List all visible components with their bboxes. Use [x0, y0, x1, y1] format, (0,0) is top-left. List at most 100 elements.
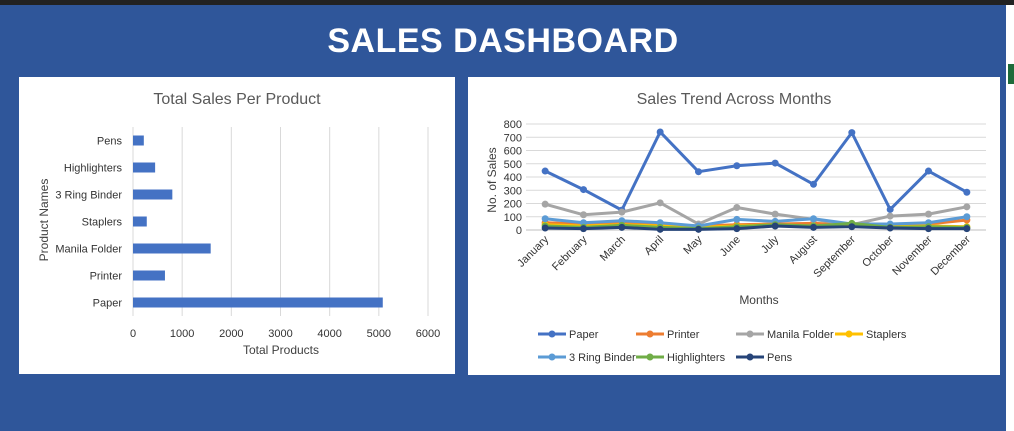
series-line-manila-folder[interactable] — [544, 201, 968, 227]
legend-item-staplers[interactable]: Staplers — [835, 329, 907, 341]
series-line-paper[interactable] — [544, 130, 968, 212]
series-point[interactable] — [810, 180, 817, 188]
line-chart: Sales Trend Across Months No. of Sales M… — [485, 91, 986, 364]
bar-3-ring-binder[interactable] — [133, 189, 173, 200]
bar-category-label: Pens — [97, 136, 123, 148]
series-point[interactable] — [810, 223, 817, 231]
line-y-tick-label: 700 — [504, 132, 522, 144]
series-point[interactable] — [580, 225, 587, 233]
bar-x-tick-label: 6000 — [416, 328, 440, 340]
line-y-tick-label: 600 — [504, 146, 522, 158]
line-x-tick-label: February — [550, 233, 590, 273]
legend-marker — [845, 330, 853, 338]
bar-pens[interactable] — [133, 135, 144, 146]
legend-item-pens[interactable]: Pens — [736, 352, 793, 364]
legend-marker — [746, 330, 754, 338]
series-point[interactable] — [886, 224, 894, 232]
legend-label: Highlighters — [667, 352, 726, 364]
line-x-tick-label: September — [811, 233, 858, 280]
series-point[interactable] — [695, 225, 702, 233]
bar-chart-panel[interactable]: Total Sales Per Product Product Names To… — [19, 77, 455, 374]
series-point[interactable] — [848, 223, 856, 231]
bar-highlighters[interactable] — [133, 162, 156, 173]
series-point[interactable] — [656, 128, 664, 136]
bar-printer[interactable] — [133, 270, 165, 281]
series-point[interactable] — [580, 186, 587, 194]
legend-item-manila-folder[interactable]: Manila Folder — [736, 329, 834, 341]
bar-manila-folder[interactable] — [133, 243, 211, 254]
legend-marker — [548, 353, 556, 361]
line-x-tick-label: April — [642, 234, 666, 258]
series-point[interactable] — [925, 225, 932, 233]
series-point[interactable] — [771, 222, 779, 230]
line-y-tick-label: 100 — [504, 212, 522, 224]
series-point[interactable] — [771, 159, 779, 167]
legend-label: 3 Ring Binder — [569, 352, 636, 364]
line-x-tick-label: July — [759, 233, 782, 256]
series-point[interactable] — [733, 225, 741, 233]
bar-x-tick-label: 3000 — [268, 328, 292, 340]
dashboard-title: SALES DASHBOARD — [327, 22, 679, 60]
line-x-tick-label: August — [787, 234, 820, 267]
legend-item-3-ring-binder[interactable]: 3 Ring Binder — [538, 352, 636, 364]
legend-label: Staplers — [866, 329, 907, 341]
series-point[interactable] — [963, 203, 971, 211]
line-y-tick-label: 800 — [504, 119, 522, 131]
bar-staplers[interactable] — [133, 216, 147, 227]
legend-item-printer[interactable]: Printer — [636, 329, 700, 341]
bar-category-label: Printer — [90, 271, 123, 283]
series-point[interactable] — [963, 188, 971, 196]
bar-chart-title: Total Sales Per Product — [153, 91, 321, 108]
bar-x-tick-label: 0 — [130, 328, 136, 340]
bar-category-label: 3 Ring Binder — [55, 190, 122, 202]
series-point[interactable] — [695, 168, 702, 176]
series-point[interactable] — [810, 215, 817, 223]
series-point[interactable] — [541, 224, 549, 232]
selection-marker — [1008, 64, 1014, 84]
legend-item-paper[interactable]: Paper — [538, 329, 599, 341]
bar-chart-ylabel: Product Names — [37, 179, 51, 262]
line-chart-panel[interactable]: Sales Trend Across Months No. of Sales M… — [468, 77, 1000, 375]
series-point[interactable] — [733, 203, 741, 211]
series-point[interactable] — [618, 223, 626, 231]
series-point[interactable] — [541, 167, 549, 175]
bar-category-label: Highlighters — [64, 163, 123, 175]
line-y-tick-label: 500 — [504, 159, 522, 171]
series-point[interactable] — [963, 225, 971, 233]
series-point[interactable] — [541, 215, 549, 223]
series-point[interactable] — [580, 211, 587, 219]
line-x-tick-label: June — [718, 234, 743, 259]
bar-paper[interactable] — [133, 297, 383, 308]
bar-x-tick-label: 2000 — [219, 328, 243, 340]
series-point[interactable] — [656, 225, 664, 233]
line-x-tick-label: May — [681, 233, 705, 257]
series-line-pens[interactable] — [545, 224, 967, 231]
line-x-tick-label: November — [890, 233, 935, 278]
series-point[interactable] — [733, 215, 741, 223]
series-point[interactable] — [656, 199, 664, 207]
top-strip — [0, 0, 1014, 5]
series-point[interactable] — [618, 208, 626, 216]
series-point[interactable] — [925, 210, 932, 218]
series-line-3-ring-binder[interactable] — [545, 215, 968, 228]
bar-x-tick-label: 1000 — [170, 328, 194, 340]
bar-category-label: Manila Folder — [55, 244, 122, 256]
bar-category-label: Paper — [93, 298, 123, 310]
series-point[interactable] — [848, 129, 856, 137]
legend-marker — [746, 353, 754, 361]
series-point[interactable] — [886, 212, 894, 220]
legend-item-highlighters[interactable]: Highlighters — [636, 352, 726, 364]
series-point[interactable] — [541, 200, 549, 208]
series-point[interactable] — [733, 162, 741, 170]
legend-label: Printer — [667, 329, 700, 341]
legend-label: Manila Folder — [767, 329, 834, 341]
series-point[interactable] — [771, 210, 779, 218]
line-chart-title: Sales Trend Across Months — [637, 91, 832, 108]
line-y-tick-label: 400 — [504, 172, 522, 184]
series-point[interactable] — [886, 205, 894, 213]
series-point[interactable] — [963, 213, 971, 221]
series-point[interactable] — [925, 167, 932, 175]
bar-chart: Total Sales Per Product Product Names To… — [37, 91, 440, 357]
legend-marker — [548, 330, 556, 338]
bar-category-label: Staplers — [82, 217, 123, 229]
